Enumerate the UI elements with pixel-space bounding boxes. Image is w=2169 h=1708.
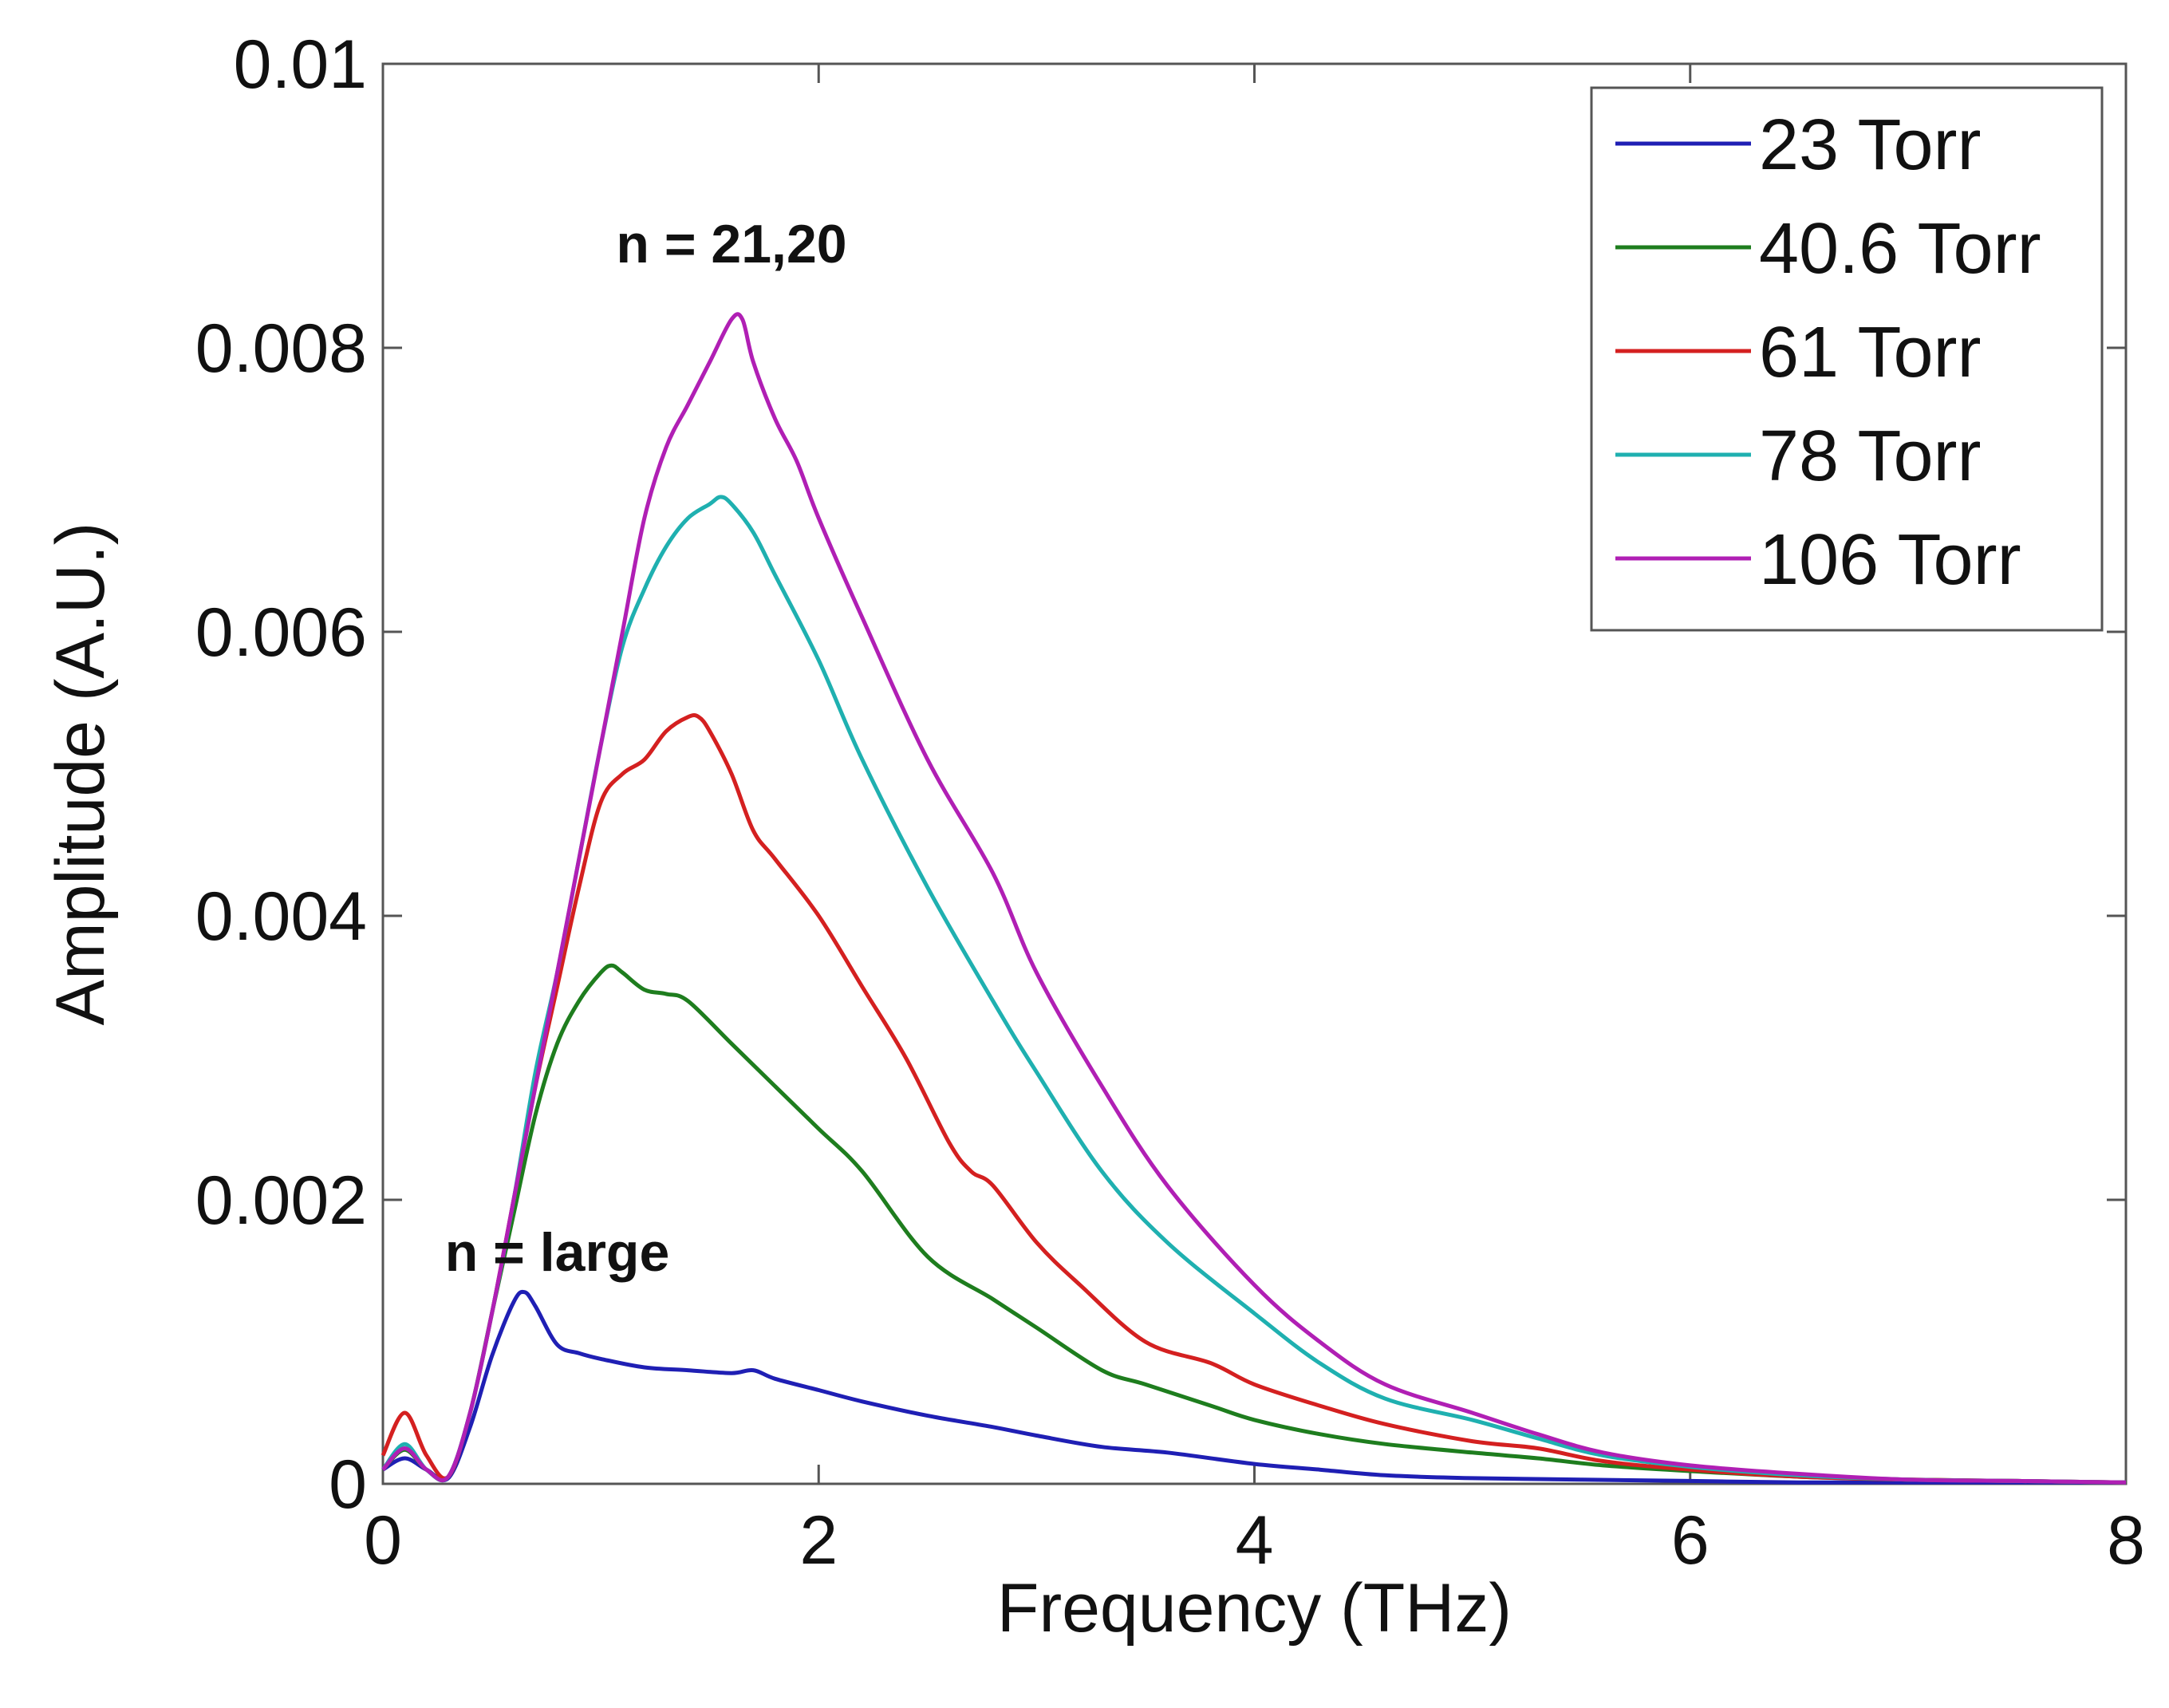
annotation-label: n = 21,20 (616, 214, 846, 274)
legend-label: 40.6 Torr (1759, 209, 2041, 289)
legend-label: 61 Torr (1759, 313, 1981, 392)
y-tick-label: 0.006 (195, 594, 367, 671)
x-tick-label: 8 (2107, 1502, 2145, 1579)
series-line-0 (381, 1289, 2126, 1485)
x-tick-label: 4 (1236, 1502, 1274, 1579)
x-tick-label: 6 (1671, 1502, 1710, 1579)
y-tick-label: 0.008 (195, 310, 367, 387)
x-axis-label: Frequency (THz) (997, 1570, 1512, 1647)
legend-box (1590, 86, 2104, 632)
y-tick-label: 0.01 (234, 26, 367, 103)
series-line-4 (381, 312, 2127, 1485)
legend: 23 Torr 40.6 Torr 61 Torr 78 Torr 106 Torr (1590, 86, 2104, 632)
series-layer (381, 312, 2127, 1485)
legend-label: 23 Torr (1759, 105, 1981, 185)
annotations: n = 21,20 n = large (445, 214, 847, 1283)
x-tick-label: 0 (364, 1502, 402, 1579)
y-tick-label: 0.002 (195, 1162, 367, 1239)
x-tick-label: 2 (799, 1502, 838, 1579)
y-tick-label: 0.004 (195, 878, 367, 955)
series-line-1 (381, 963, 2127, 1485)
annotation-label: n = large (445, 1222, 670, 1283)
y-tick-label: 0 (329, 1446, 367, 1523)
tick-labels: 0 2 4 6 8 0 0.002 0.004 0.006 0.008 0.01 (195, 26, 2145, 1579)
legend-label: 78 Torr (1759, 416, 1981, 496)
legend-label: 106 Torr (1759, 520, 2021, 600)
y-axis-label: Amplitude (A.U.) (42, 523, 119, 1026)
